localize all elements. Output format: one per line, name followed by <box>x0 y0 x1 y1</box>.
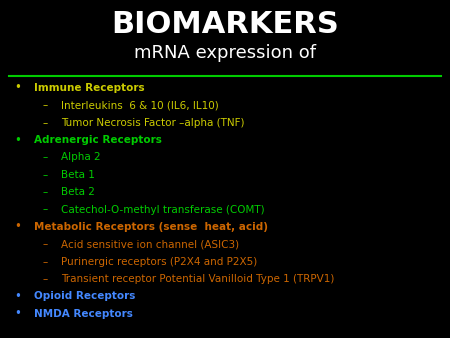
Text: Purinergic receptors (P2X4 and P2X5): Purinergic receptors (P2X4 and P2X5) <box>61 257 257 267</box>
Text: •: • <box>14 307 22 320</box>
Text: Interleukins  6 & 10 (IL6, IL10): Interleukins 6 & 10 (IL6, IL10) <box>61 100 219 110</box>
Text: •: • <box>14 220 22 234</box>
Text: Opioid Receptors: Opioid Receptors <box>34 291 135 301</box>
Text: NMDA Receptors: NMDA Receptors <box>34 309 133 319</box>
Text: Catechol-O-methyl transferase (COMT): Catechol-O-methyl transferase (COMT) <box>61 204 265 215</box>
Text: –: – <box>42 152 48 163</box>
Text: –: – <box>42 100 48 110</box>
Text: –: – <box>42 239 48 249</box>
Text: –: – <box>42 187 48 197</box>
Text: –: – <box>42 170 48 180</box>
Text: mRNA expression of: mRNA expression of <box>134 44 316 62</box>
Text: •: • <box>14 134 22 147</box>
Text: Tumor Necrosis Factor –alpha (TNF): Tumor Necrosis Factor –alpha (TNF) <box>61 118 244 128</box>
Text: Acid sensitive ion channel (ASIC3): Acid sensitive ion channel (ASIC3) <box>61 239 239 249</box>
Text: Transient receptor Potential Vanilloid Type 1 (TRPV1): Transient receptor Potential Vanilloid T… <box>61 274 334 284</box>
Text: –: – <box>42 274 48 284</box>
Text: Beta 1: Beta 1 <box>61 170 94 180</box>
Text: –: – <box>42 204 48 215</box>
Text: Immune Receptors: Immune Receptors <box>34 83 144 93</box>
Text: Alpha 2: Alpha 2 <box>61 152 100 163</box>
Text: Adrenergic Receptors: Adrenergic Receptors <box>34 135 162 145</box>
Text: BIOMARKERS: BIOMARKERS <box>111 10 339 39</box>
Text: •: • <box>14 290 22 303</box>
Text: –: – <box>42 118 48 128</box>
Text: –: – <box>42 257 48 267</box>
Text: Beta 2: Beta 2 <box>61 187 94 197</box>
Text: •: • <box>14 81 22 94</box>
Text: Metabolic Receptors (sense  heat, acid): Metabolic Receptors (sense heat, acid) <box>34 222 268 232</box>
